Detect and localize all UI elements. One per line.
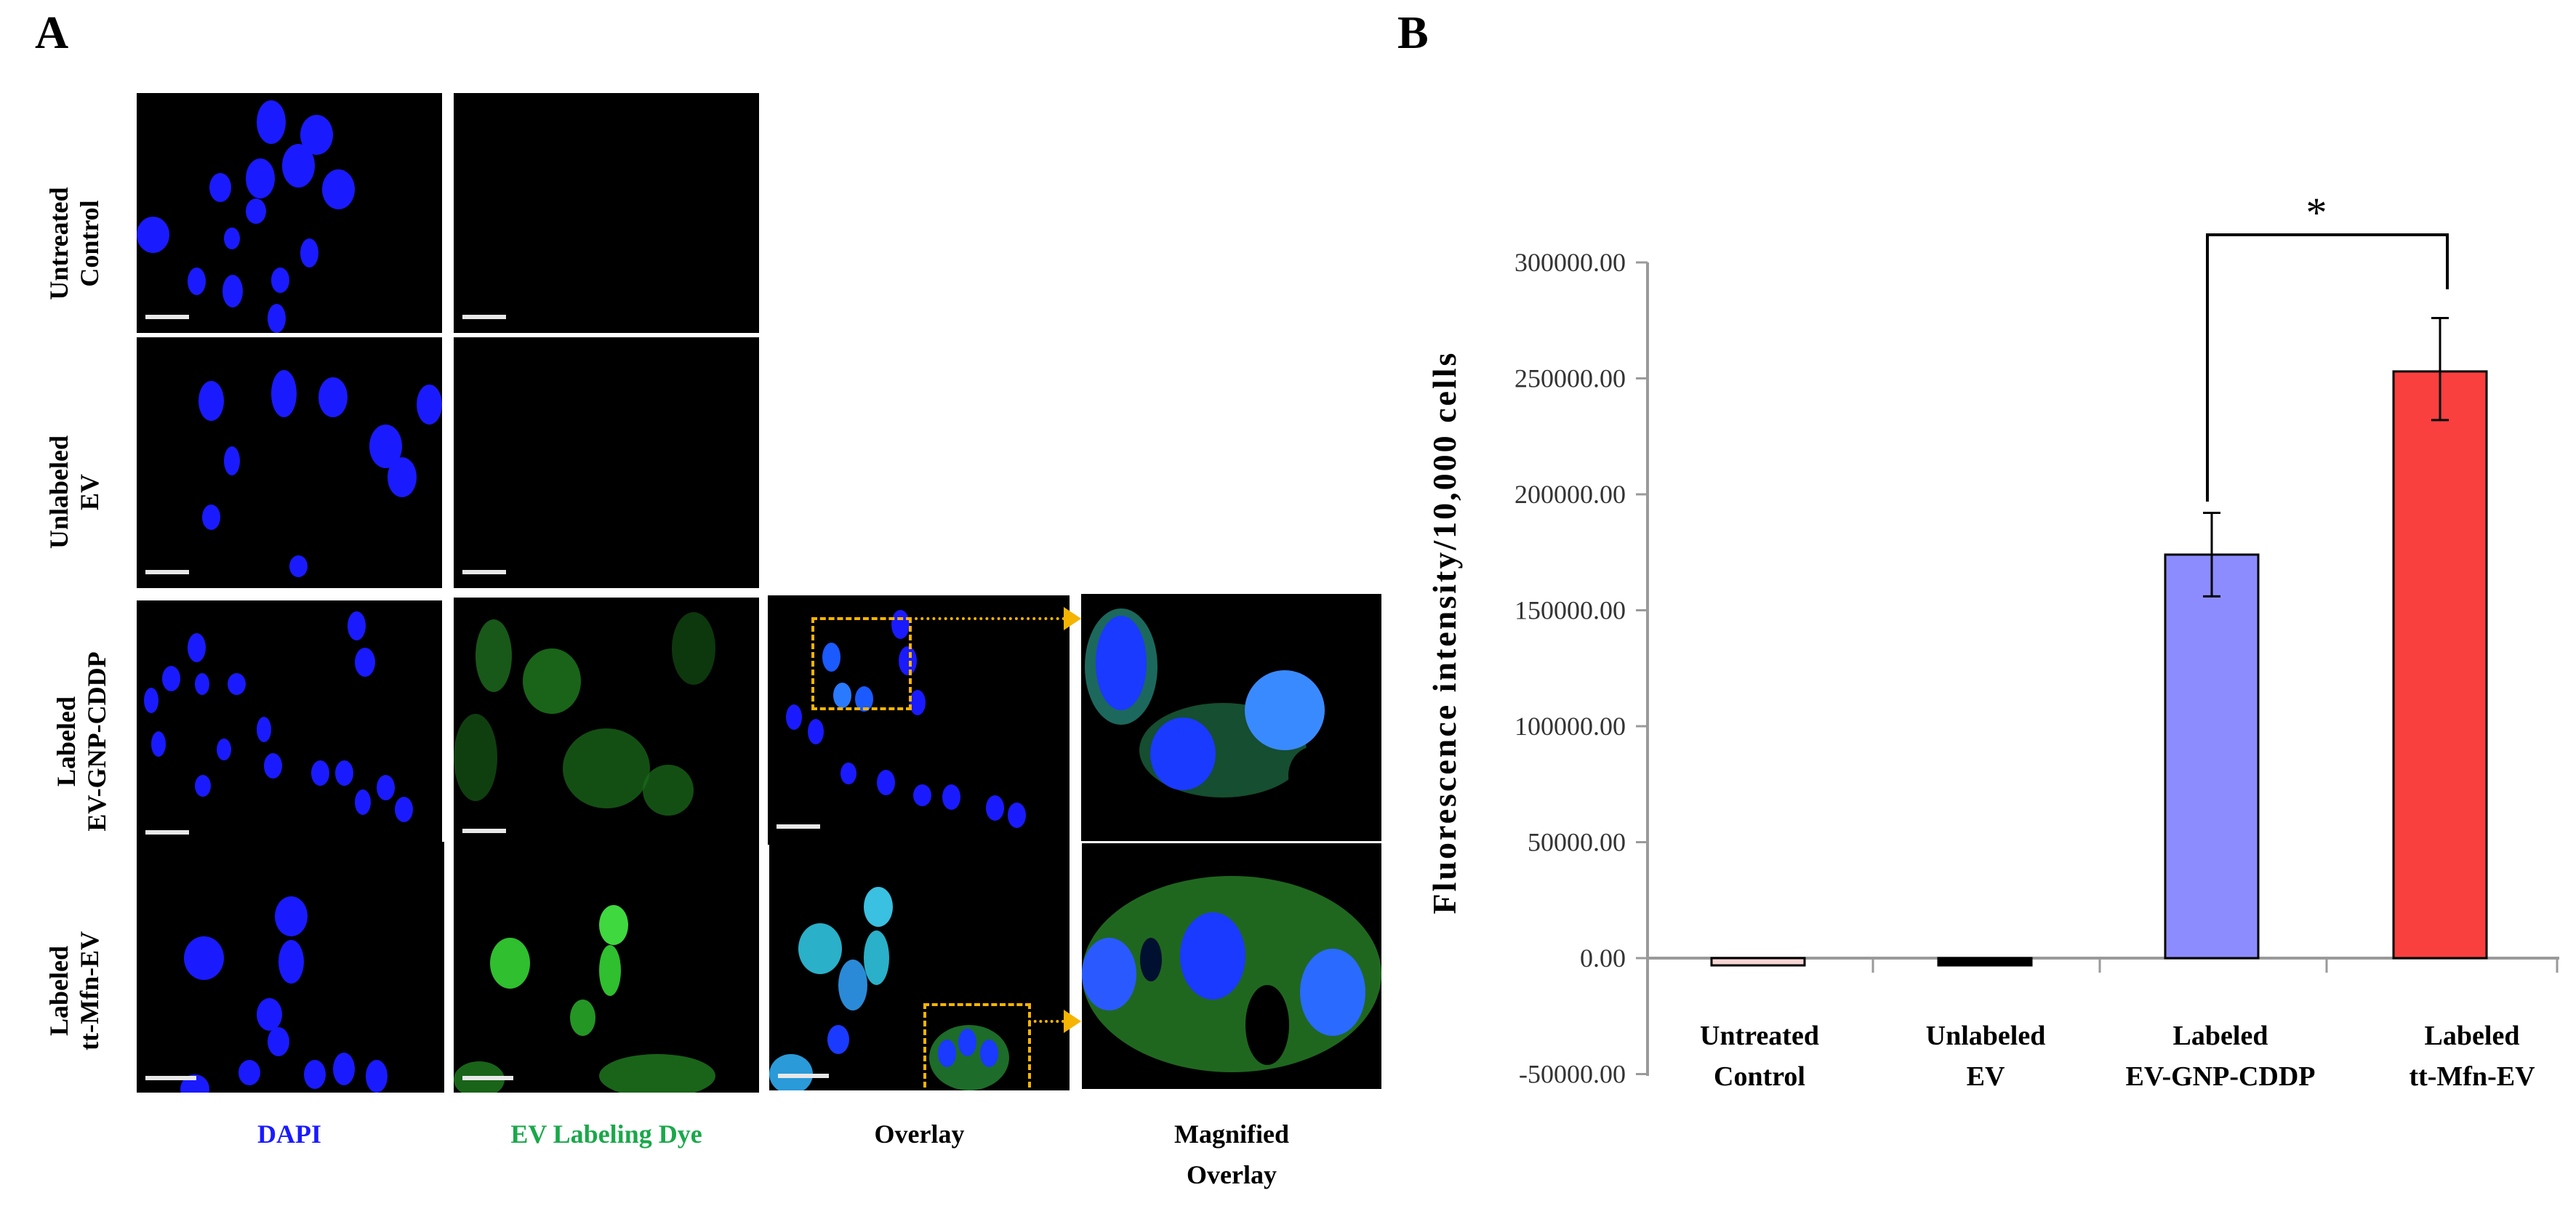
micrograph-ev-gnp-cddp-magnified [1081, 594, 1381, 841]
bar-2 [2164, 553, 2260, 960]
svg-text:EV-GNP-CDDP: EV-GNP-CDDP [2125, 1061, 2315, 1092]
micrograph-ev-gnp-cddp-dapi [137, 600, 442, 848]
svg-text:Fluorescence intensity/10,000: Fluorescence intensity/10,000 cells [1426, 351, 1463, 914]
bars [1710, 317, 2488, 967]
zoom-arrow [909, 617, 1065, 620]
scale-bar [462, 829, 506, 833]
svg-text:100000.00: 100000.00 [1514, 712, 1626, 741]
scale-bar [145, 830, 189, 835]
bar-3 [2392, 370, 2488, 960]
scale-bar [462, 1076, 513, 1080]
svg-text:50000.00: 50000.00 [1528, 828, 1626, 857]
significance-bracket: * [2206, 189, 2449, 502]
scale-bar [145, 570, 189, 574]
column-label-dapi: DAPI [257, 1119, 321, 1149]
micrograph-untreated-dapi [137, 93, 442, 333]
svg-text:tt-Mfn-EV: tt-Mfn-EV [2409, 1061, 2535, 1092]
svg-text:*: * [2306, 189, 2327, 236]
svg-text:Labeled: Labeled [2173, 1021, 2268, 1051]
svg-text:Untreated: Untreated [1700, 1021, 1819, 1051]
micrograph-untreated-dye [454, 93, 759, 333]
column-label-ev-labeling-dye: EV Labeling Dye [510, 1119, 702, 1149]
svg-text:EV: EV [1967, 1061, 2005, 1092]
micrograph-ev-gnp-cddp-dye [454, 598, 759, 846]
micrograph-tt-mfn-ev-dye [454, 843, 759, 1093]
svg-text:Labeled: Labeled [2425, 1021, 2520, 1051]
zoom-region-box [923, 1003, 1031, 1090]
svg-text:-50000.00: -50000.00 [1519, 1060, 1626, 1089]
micrograph-ev-gnp-cddp-overlay [768, 595, 1070, 845]
bar-0 [1710, 957, 1806, 967]
svg-text:150000.00: 150000.00 [1514, 596, 1626, 625]
micrograph-unlabeled-ev-dapi [137, 337, 442, 588]
svg-text:200000.00: 200000.00 [1514, 480, 1626, 509]
y-axis-ticks: 300000.00 250000.00 200000.00 150000.00 1000… [1514, 248, 1648, 1089]
scale-bar [777, 824, 820, 829]
arrowhead-icon [1064, 1010, 1081, 1033]
scale-bar [778, 1074, 829, 1078]
svg-text:Control: Control [1714, 1061, 1805, 1092]
scale-bar [462, 570, 506, 574]
micrograph-tt-mfn-ev-dapi [137, 842, 444, 1093]
column-label-magnified-overlay: Magnified Overlay [1174, 1119, 1289, 1189]
column-label-overlay: Overlay [874, 1119, 965, 1149]
panel-a-letter: A [35, 7, 69, 58]
micrograph-tt-mfn-ev-magnified [1082, 843, 1381, 1089]
micrograph-unlabeled-ev-dye [454, 337, 759, 588]
panel-b-letter: B [1397, 7, 1429, 58]
svg-text:250000.00: 250000.00 [1514, 364, 1626, 393]
bar-1 [1937, 957, 2033, 967]
arrowhead-icon [1064, 607, 1081, 630]
scale-bar [145, 1076, 196, 1080]
svg-text:300000.00: 300000.00 [1514, 248, 1626, 277]
svg-text:Unlabeled: Unlabeled [1926, 1021, 2046, 1051]
y-axis-label: Fluorescence intensity/10,000 cells [1426, 351, 1463, 914]
micrograph-tt-mfn-ev-overlay [769, 843, 1070, 1090]
scale-bar [462, 315, 506, 319]
svg-text:0.00: 0.00 [1580, 944, 1626, 973]
scale-bar [145, 315, 189, 319]
zoom-arrow [1028, 1020, 1064, 1023]
zoom-region-box [811, 617, 912, 710]
x-axis-labels: Untreated Control Unlabeled EV Labeled EV-GNP… [1700, 1021, 2535, 1092]
